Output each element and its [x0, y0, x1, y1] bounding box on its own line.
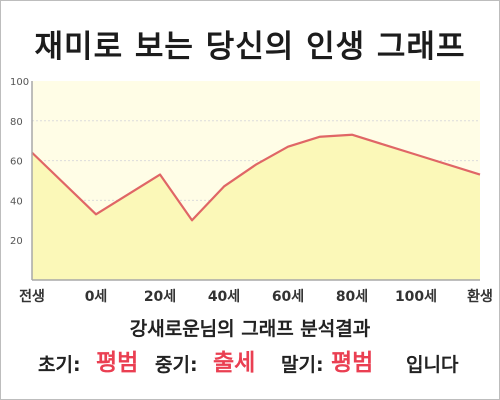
y-tick-labels: 20 40 60 80 100 [10, 77, 29, 247]
x-tick-label: 40세 [208, 289, 240, 305]
analysis-result: 초기: 평범 중기: 출세 말기: 평범 입니다 [0, 350, 500, 380]
late-value: 평범 [331, 350, 374, 376]
x-tick-label: 20세 [144, 289, 176, 305]
late-label: 말기: [281, 354, 324, 376]
early-label: 초기: [38, 354, 81, 376]
y-tick-label: 20 [10, 236, 23, 247]
page-title: 재미로 보는 당신의 인생 그래프 [34, 29, 466, 65]
x-tick-label: 환생 [467, 288, 493, 305]
ending-text: 입니다 [406, 354, 459, 376]
early-value: 평범 [96, 350, 139, 376]
y-tick-label: 40 [10, 196, 23, 207]
x-tick-label: 100세 [395, 289, 437, 305]
x-tick-label: 60세 [272, 289, 304, 305]
middle-label: 중기: [155, 354, 198, 376]
area-fill [32, 134, 480, 280]
analysis-subtitle: 강새로운님의 그래프 분석결과 [129, 318, 371, 340]
x-tick-label: 80세 [336, 289, 368, 305]
y-tick-label: 80 [10, 117, 23, 128]
y-tick-label: 100 [10, 77, 29, 88]
x-tick-label: 0세 [85, 289, 108, 305]
y-tick-label: 60 [10, 157, 23, 168]
x-tick-labels: 전생 0세 20세 40세 60세 80세 100세 환생 [19, 288, 493, 305]
x-tick-label: 전생 [19, 288, 45, 305]
series-line [31, 133, 481, 222]
middle-value: 출세 [213, 350, 256, 376]
